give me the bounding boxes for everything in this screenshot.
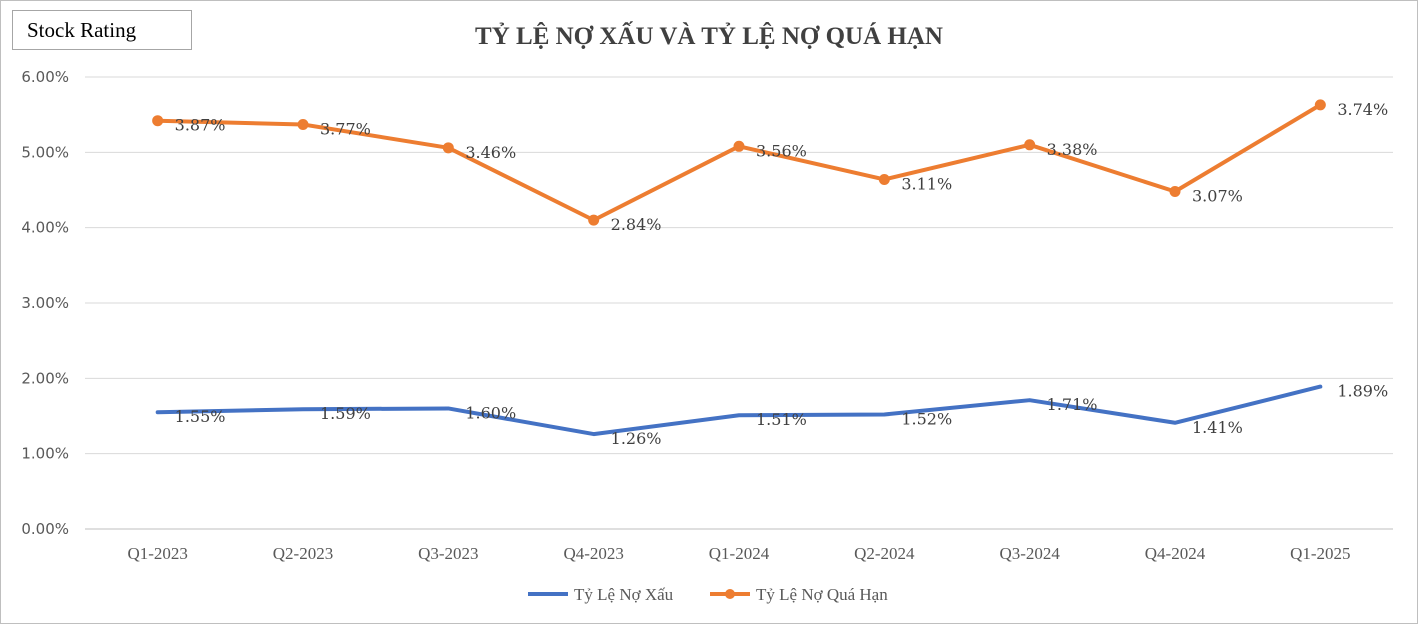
y-tick-label: 2.00% — [21, 369, 69, 387]
x-tick-label: Q1-2023 — [127, 544, 187, 563]
data-label: 1.71% — [1047, 395, 1098, 414]
data-label: 1.26% — [611, 429, 662, 448]
data-label: 2.84% — [611, 215, 662, 234]
series-point — [592, 432, 596, 436]
x-tick-label: Q3-2023 — [418, 544, 478, 563]
x-tick-label: Q4-2024 — [1145, 544, 1206, 563]
y-tick-label: 3.00% — [21, 294, 69, 312]
series-point — [1314, 99, 1326, 111]
y-tick-label: 6.00% — [21, 68, 69, 86]
x-axis: Q1-2023 Q2-2023 Q3-2023 Q4-2023 Q1-2024 Q2-20… — [127, 544, 1350, 563]
legend-label: Tỷ Lệ Nợ Xấu — [574, 585, 674, 604]
legend-label: Tỷ Lệ Nợ Quá Hạn — [756, 585, 888, 604]
series-point — [301, 407, 305, 411]
series-point — [1173, 421, 1177, 425]
legend: Tỷ Lệ Nợ Xấu Tỷ Lệ Nợ Quá Hạn — [528, 585, 888, 604]
grid-layer — [85, 76, 1393, 530]
x-tick-label: Q2-2023 — [273, 544, 333, 563]
data-label: 1.89% — [1337, 382, 1388, 401]
series-point — [737, 413, 741, 417]
data-label: 1.55% — [175, 407, 226, 426]
y-tick-label: 5.00% — [21, 143, 69, 161]
data-label: 3.77% — [320, 119, 371, 138]
data-label: 3.74% — [1337, 100, 1388, 119]
x-tick-label: Q1-2024 — [709, 544, 770, 563]
series-point — [1028, 398, 1032, 402]
data-label: 1.60% — [465, 403, 516, 422]
series-point — [152, 115, 164, 127]
y-tick-label: 4.00% — [21, 219, 69, 237]
y-tick-label: 1.00% — [21, 445, 69, 463]
x-tick-label: Q1-2025 — [1290, 544, 1350, 563]
data-label: 3.46% — [465, 143, 516, 162]
y-tick-label: 0.00% — [21, 520, 69, 538]
legend-marker — [725, 589, 735, 599]
data-label: 3.07% — [1192, 187, 1243, 206]
data-label: 3.56% — [756, 141, 807, 160]
data-label: 1.51% — [756, 410, 807, 429]
x-tick-label: Q4-2023 — [563, 544, 623, 563]
x-tick-label: Q3-2024 — [999, 544, 1060, 563]
series-point — [156, 410, 160, 414]
data-labels: 1.55% 1.59% 1.60% 1.26% 1.51% 1.52% 1.71% 1.41%… — [175, 100, 1388, 448]
data-label: 3.38% — [1047, 140, 1098, 159]
series-point — [1024, 139, 1036, 151]
data-label: 1.52% — [901, 409, 952, 428]
data-label: 1.59% — [320, 404, 371, 423]
data-label: 1.41% — [1192, 418, 1243, 437]
series-point — [297, 118, 309, 130]
series-point — [442, 142, 454, 154]
x-tick-label: Q2-2024 — [854, 544, 915, 563]
series-point — [1318, 385, 1322, 389]
data-label: 3.87% — [175, 116, 226, 135]
series-point — [733, 140, 745, 152]
series-point — [446, 406, 450, 410]
chart-title: TỶ LỆ NỢ XẤU VÀ TỶ LỆ NỢ QUÁ HẠN — [475, 21, 943, 50]
series-point — [878, 173, 890, 185]
data-label: 3.11% — [901, 174, 952, 193]
series-point — [1169, 186, 1181, 198]
y-axis: 0.00% 1.00% 2.00% 3.00% 4.00% 5.00% 6.00% — [21, 68, 69, 538]
series-layer — [152, 99, 1326, 437]
series-point — [588, 214, 600, 226]
series-line — [155, 384, 1323, 437]
stock-rating-badge: Stock Rating — [12, 10, 192, 50]
series-point — [882, 412, 886, 416]
